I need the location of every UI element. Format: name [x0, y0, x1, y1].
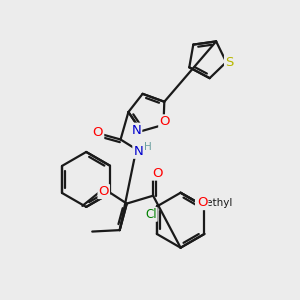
Text: Cl: Cl	[145, 208, 157, 221]
Text: O: O	[98, 185, 109, 198]
Text: N: N	[131, 124, 141, 137]
Text: O: O	[197, 196, 207, 209]
Text: O: O	[197, 196, 207, 209]
Text: methyl: methyl	[196, 198, 232, 208]
Text: O: O	[93, 126, 103, 139]
Text: N: N	[134, 145, 143, 158]
Text: S: S	[225, 56, 233, 69]
Text: O: O	[159, 115, 170, 128]
Text: H: H	[144, 142, 152, 152]
Text: O: O	[152, 167, 162, 180]
